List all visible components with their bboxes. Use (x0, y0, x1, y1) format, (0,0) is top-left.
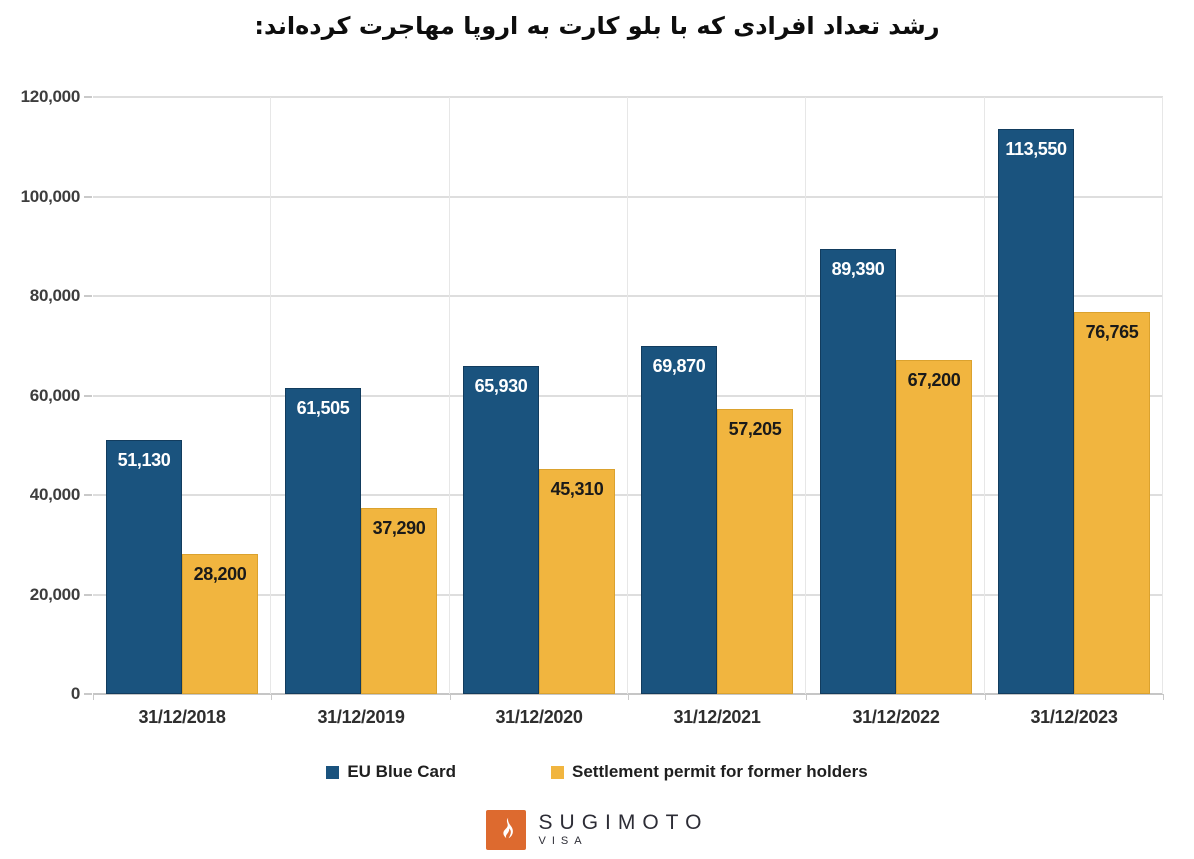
y-axis-tick (84, 96, 92, 98)
y-tick-label: 20,000 (29, 584, 81, 604)
plot-area: 51,130 28,200 61,505 37,290 65,930 45,310 69,8… (93, 96, 1163, 695)
y-axis-tick (84, 394, 92, 397)
y-axis-tick (84, 593, 92, 596)
x-tick-label: 31/12/2023 (1030, 707, 1118, 727)
x-axis-tick (806, 694, 808, 700)
bar-value-label: 89,390 (831, 259, 885, 279)
category-gridline (1162, 97, 1163, 694)
bar-value-label: 28,200 (193, 564, 247, 584)
bar-settlement-permit: 37,290 (361, 508, 437, 694)
sugimoto-logo (485, 810, 526, 850)
bar-value-label: 69,870 (652, 356, 706, 376)
bar-value-label: 51,130 (117, 450, 171, 470)
category-gridline (983, 97, 985, 694)
y-tick-label: 80,000 (29, 286, 81, 305)
y-tick-label: 0 (70, 684, 80, 703)
x-axis-tick (93, 694, 94, 700)
y-tick-label: 100,000 (20, 186, 81, 206)
bar-eu-blue-card: 113,550 (998, 129, 1074, 694)
x-tick-label: 31/12/2019 (317, 707, 405, 727)
bar-eu-blue-card: 51,130 (106, 440, 182, 694)
brand-sub: VISA (538, 835, 588, 848)
bar-value-label: 76,765 (1085, 322, 1139, 342)
y-axis-tick (84, 494, 92, 496)
y-tick-label: 120,000 (20, 87, 81, 106)
bar-value-label: 65,930 (474, 376, 528, 396)
x-axis-tick (271, 694, 273, 700)
legend-swatch-blue (326, 765, 340, 779)
bar-value-label: 45,310 (550, 479, 604, 499)
y-axis-tick (84, 693, 92, 695)
bar-eu-blue-card: 61,505 (285, 388, 361, 694)
legend-swatch-yellow (550, 765, 564, 779)
brand-footer: SUGIMOTO VISA (0, 810, 1194, 850)
gridline (93, 394, 1163, 397)
logo-text: SUGIMOTO VISA (539, 812, 709, 848)
chart-legend: EU Blue Card Settlement permit for forme… (0, 762, 1194, 782)
bar-value-label: 113,550 (1005, 139, 1067, 159)
y-tick-label: 60,000 (29, 385, 81, 405)
category-gridline (270, 97, 272, 694)
y-axis-tick (84, 195, 92, 198)
bar-settlement-permit: 45,310 (539, 469, 615, 694)
bar-eu-blue-card: 69,870 (641, 346, 717, 694)
brand-name: SUGIMOTO (538, 811, 709, 835)
x-tick-label: 31/12/2020 (495, 707, 583, 727)
x-axis-tick (1163, 694, 1164, 700)
bar-settlement-permit: 76,765 (1074, 312, 1150, 694)
x-tick-label: 31/12/2021 (673, 707, 761, 727)
gridline (93, 195, 1163, 198)
bar-value-label: 37,290 (372, 518, 426, 538)
legend-label: Settlement permit for former holders (571, 762, 868, 781)
bar-settlement-permit: 67,200 (896, 360, 972, 694)
x-axis-tick (449, 694, 451, 700)
gridline (93, 494, 1163, 496)
bar-value-label: 67,200 (907, 370, 961, 390)
legend-label: EU Blue Card (347, 762, 456, 781)
bar-settlement-permit: 57,205 (717, 409, 793, 694)
gridline (93, 295, 1163, 297)
bar-eu-blue-card: 89,390 (820, 249, 896, 694)
bar-eu-blue-card: 65,930 (463, 366, 539, 694)
category-gridline (448, 97, 450, 694)
legend-item-settlement-permit: Settlement permit for former holders (550, 762, 868, 782)
chart-title: رشد تعداد افرادی که با بلو کارت به اروپا… (254, 12, 940, 40)
bar-value-label: 57,205 (728, 419, 782, 439)
gridline (93, 96, 1163, 98)
flame-icon (493, 815, 519, 846)
legend-item-eu-blue-card: EU Blue Card (326, 762, 456, 782)
x-axis-tick (628, 694, 629, 700)
y-axis-tick (84, 295, 92, 297)
category-gridline (627, 97, 628, 694)
gridline (93, 593, 1163, 596)
bar-value-label: 61,505 (296, 398, 350, 418)
x-tick-label: 31/12/2022 (852, 707, 940, 727)
category-gridline (805, 97, 807, 694)
bar-settlement-permit: 28,200 (182, 554, 258, 694)
x-axis-tick (984, 694, 986, 700)
x-tick-label: 31/12/2018 (138, 707, 226, 727)
y-tick-label: 40,000 (29, 485, 81, 504)
